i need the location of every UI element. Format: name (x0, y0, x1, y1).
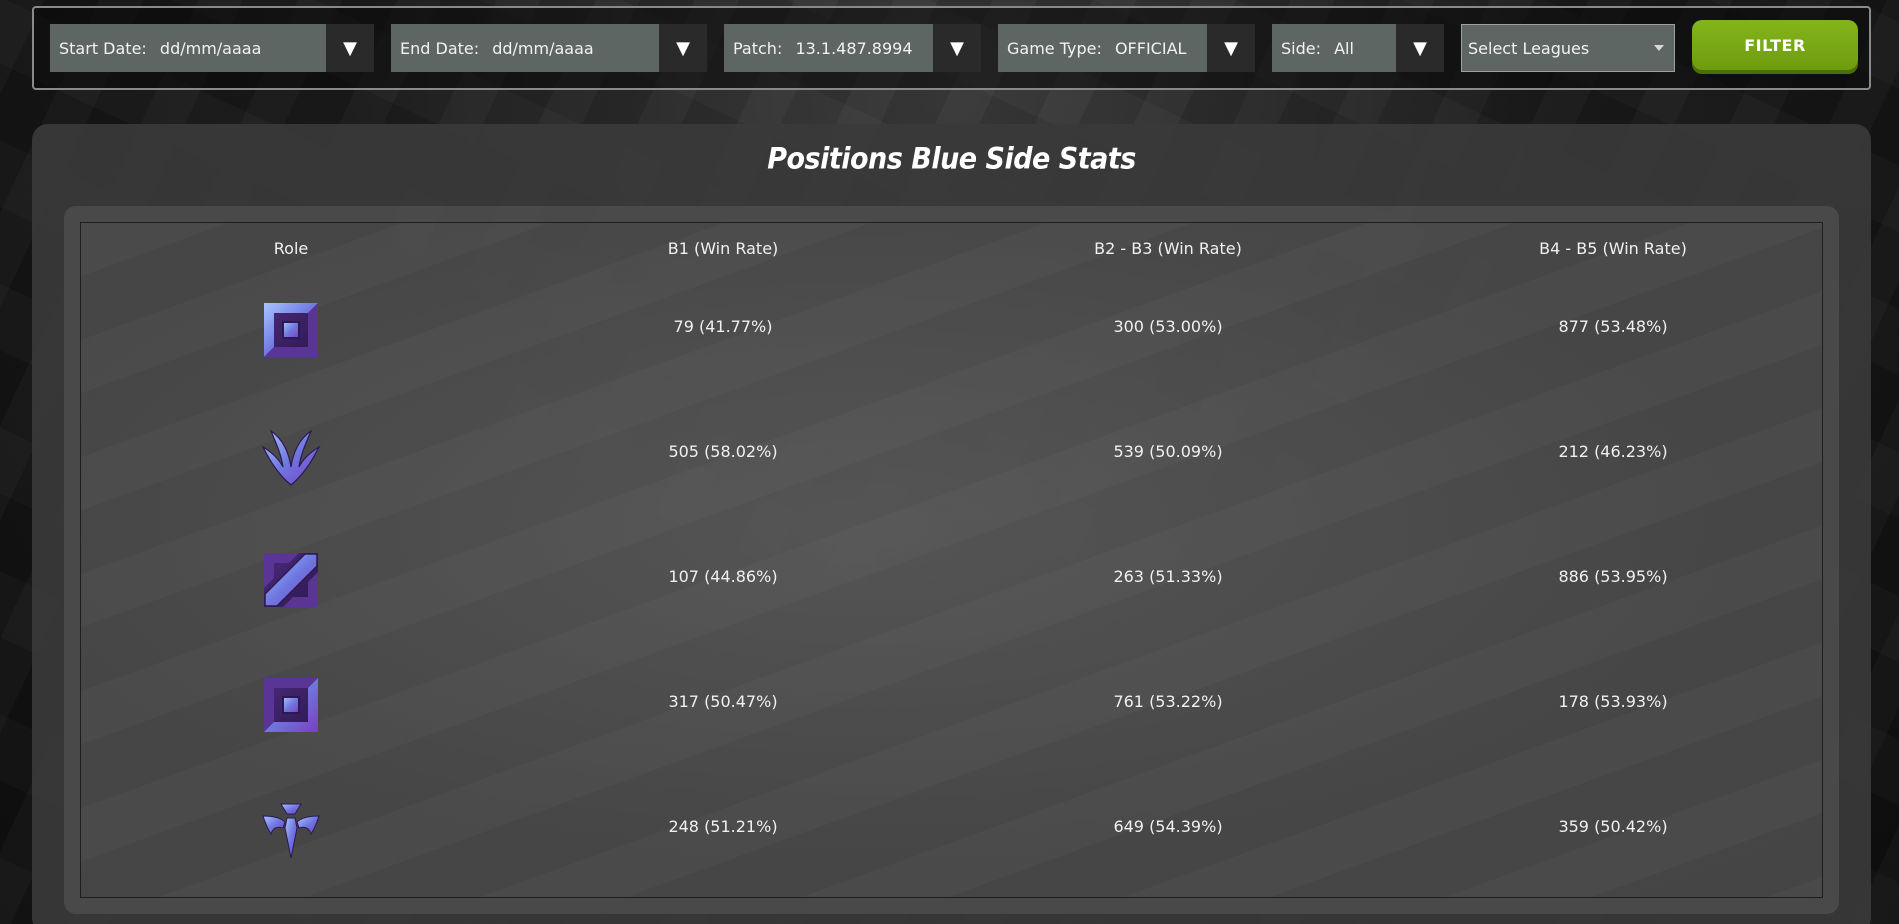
side-dropdown-caret-icon[interactable]: ▼ (1396, 24, 1444, 72)
game-type-filter[interactable]: Game Type: OFFICIAL ▼ (998, 24, 1255, 72)
panel-title: Positions Blue Side Stats (767, 142, 1136, 177)
patch-value: 13.1.487.8994 (795, 38, 913, 58)
patch-dropdown-caret-icon[interactable]: ▼ (933, 24, 981, 72)
side-value: All (1334, 38, 1354, 58)
b4-b5-value: 212 (46.23%) (1558, 442, 1668, 461)
column-header-role: Role (273, 239, 309, 258)
top-lane-icon (259, 298, 323, 362)
table-row: 107 (44.86%) 263 (51.33%) 886 (53.95%) (81, 542, 1822, 667)
column-header-b4-b5: B4 - B5 (Win Rate) (1539, 239, 1687, 258)
table-row: 317 (50.47%) 761 (53.22%) 178 (53.93%) (81, 667, 1822, 792)
table-row: 79 (41.77%) 300 (53.00%) 877 (53.48%) (81, 292, 1822, 417)
b4-b5-value: 178 (53.93%) (1558, 692, 1668, 711)
side-label: Side: (1281, 38, 1321, 58)
start-date-filter[interactable]: Start Date: dd/mm/aaaa ▼ (50, 24, 374, 72)
stats-table-container: Role B1 (Win Rate) B2 - B3 (Win Rate) B4… (64, 206, 1839, 914)
mid-lane-icon (259, 548, 323, 612)
end-date-dropdown-caret-icon[interactable]: ▼ (659, 24, 707, 72)
stats-panel: Positions Blue Side Stats Role B1 (Win R… (32, 124, 1871, 924)
filter-bar: Start Date: dd/mm/aaaa ▼ End Date: dd/mm… (32, 6, 1871, 90)
leagues-caret-icon (1654, 45, 1664, 51)
b1-value: 79 (41.77%) (673, 317, 773, 336)
b2-b3-value: 649 (54.39%) (1113, 817, 1223, 836)
game-type-label: Game Type: (1007, 38, 1102, 58)
b1-value: 107 (44.86%) (668, 567, 778, 586)
end-date-value: dd/mm/aaaa (492, 38, 594, 58)
table-row: 505 (58.02%) 539 (50.09%) 212 (46.23%) (81, 417, 1822, 542)
b4-b5-value: 886 (53.95%) (1558, 567, 1668, 586)
column-header-b2-b3: B2 - B3 (Win Rate) (1094, 239, 1242, 258)
start-date-dropdown-caret-icon[interactable]: ▼ (326, 24, 374, 72)
start-date-label: Start Date: (59, 38, 147, 58)
side-filter[interactable]: Side: All ▼ (1272, 24, 1444, 72)
b1-value: 505 (58.02%) (668, 442, 778, 461)
end-date-label: End Date: (400, 38, 480, 58)
table-row: 248 (51.21%) 649 (54.39%) 359 (50.42%) (81, 792, 1822, 917)
b2-b3-value: 263 (51.33%) (1113, 567, 1223, 586)
game-type-value: OFFICIAL (1114, 38, 1187, 58)
bot-lane-icon (259, 673, 323, 737)
select-leagues-dropdown[interactable]: Select Leagues (1461, 24, 1675, 72)
patch-label: Patch: (733, 38, 783, 58)
column-header-b1: B1 (Win Rate) (667, 239, 779, 258)
start-date-value: dd/mm/aaaa (159, 38, 262, 58)
b1-value: 248 (51.21%) (668, 817, 778, 836)
b1-value: 317 (50.47%) (668, 692, 778, 711)
stats-table: Role B1 (Win Rate) B2 - B3 (Win Rate) B4… (80, 222, 1823, 898)
jungle-icon (259, 423, 323, 487)
table-header: Role B1 (Win Rate) B2 - B3 (Win Rate) B4… (81, 233, 1822, 263)
b2-b3-value: 539 (50.09%) (1113, 442, 1223, 461)
filter-button[interactable]: FILTER (1692, 20, 1858, 70)
b4-b5-value: 877 (53.48%) (1558, 317, 1668, 336)
game-type-dropdown-caret-icon[interactable]: ▼ (1207, 24, 1255, 72)
select-leagues-placeholder: Select Leagues (1468, 38, 1590, 58)
b4-b5-value: 359 (50.42%) (1558, 817, 1668, 836)
b2-b3-value: 761 (53.22%) (1113, 692, 1223, 711)
patch-filter[interactable]: Patch: 13.1.487.8994 ▼ (724, 24, 981, 72)
b2-b3-value: 300 (53.00%) (1113, 317, 1223, 336)
support-icon (259, 798, 323, 862)
end-date-filter[interactable]: End Date: dd/mm/aaaa ▼ (391, 24, 707, 72)
